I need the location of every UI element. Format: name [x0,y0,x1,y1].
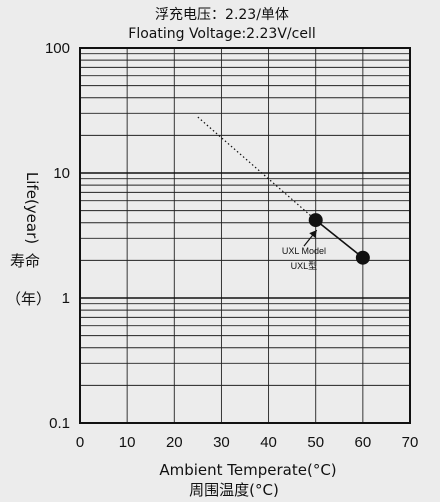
y-axis-label-cn-1: 寿命 [10,252,40,270]
series-line [315,219,364,259]
data-point [308,213,323,228]
series-line [197,116,317,221]
x-tick-label: 50 [307,434,324,451]
annotation-arrow-head [309,230,317,239]
y-tick-label: 10 [53,165,70,182]
x-axis-label-cn: 周围温度(°C) [189,481,279,499]
x-tick-labels: 0 10 20 30 40 50 60 70 [76,434,419,451]
x-axis-label: Ambient Temperate(°C) [159,461,336,479]
plot-frame [79,47,411,424]
x-tick-label: 10 [119,434,136,451]
y-axis-label: Life(year) [23,172,41,244]
annotation-label: UXL Model [282,246,326,256]
x-tick-label: 60 [355,434,372,451]
x-tick-label: 70 [402,434,419,451]
y-tick-label: 1 [62,290,70,307]
chart-title-en: Floating Voltage:2.23V/cell [128,26,315,42]
x-tick-label: 0 [76,434,84,451]
y-tick-label: 100 [45,40,70,57]
y-axis-label-cn-2: （年） [6,290,51,308]
data-series [197,116,370,265]
y-tick-label: 0.1 [49,415,70,432]
data-point [355,250,370,265]
x-tick-label: 30 [213,434,230,451]
annotations: UXL Model UXL型 [282,229,326,271]
chart-title-cn: 浮充电压：2.23/单体 [155,7,289,23]
annotation-label: UXL型 [291,261,318,271]
x-tick-label: 20 [166,434,183,451]
x-tick-label: 40 [260,434,277,451]
y-tick-labels: 0.1 1 10 100 [45,40,70,432]
grid [80,48,410,423]
